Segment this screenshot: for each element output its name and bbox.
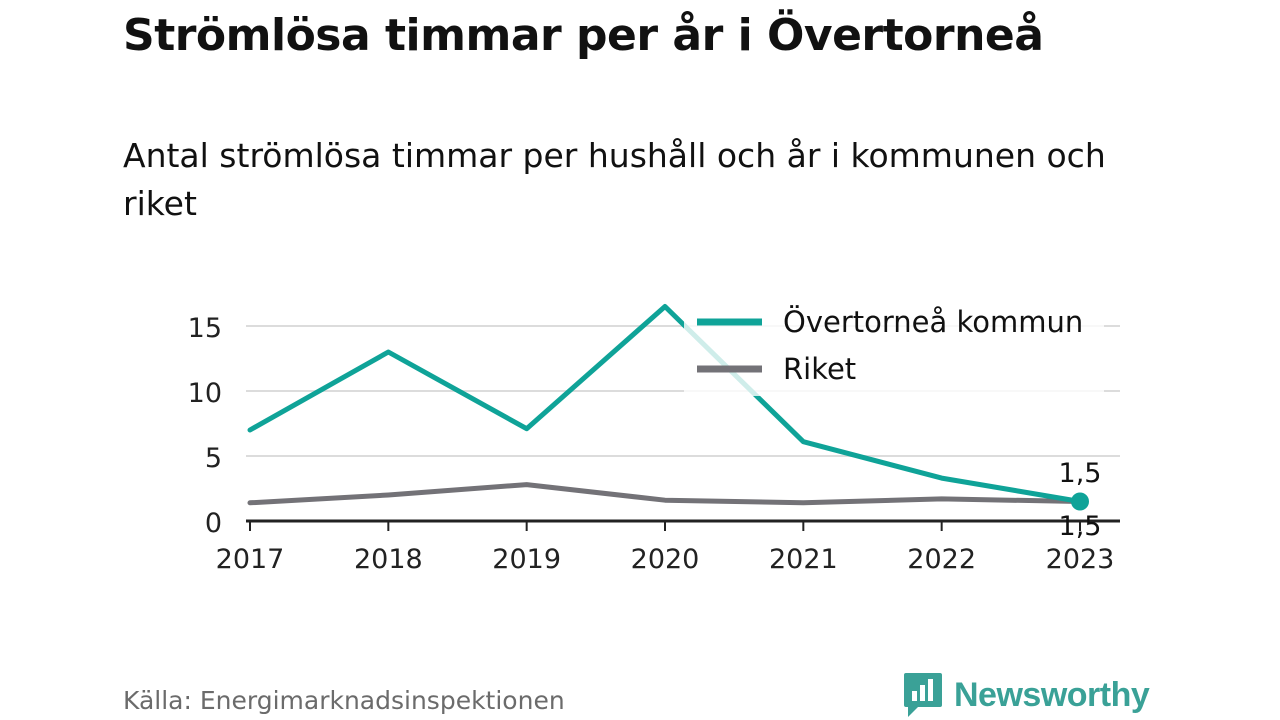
y-tick-label: 0 [205,508,222,539]
y-tick-label: 5 [205,443,222,474]
chart-bubble-icon [904,673,942,717]
end-label: 1,5 [1059,511,1102,542]
series-line [247,304,1083,504]
x-tick-label: 2021 [769,544,838,575]
y-tick-label: 10 [188,378,222,409]
y-axis-tick-labels: 0 5 10 15 [188,313,222,539]
x-tick-label: 2017 [216,544,285,575]
brand-name: Newsworthy [954,675,1150,714]
series-line [247,482,1083,506]
x-tick-label: 2018 [354,544,423,575]
y-tick-label: 15 [188,313,222,344]
chart-title: Strömlösa timmar per år i Övertorneå [123,10,1044,61]
end-label: 1,5 [1059,458,1102,489]
chart-subtitle: Antal strömlösa timmar per hushåll och å… [123,136,1106,223]
x-tick-label: 2022 [907,544,976,575]
legend-label: Riket [783,352,856,386]
legend-label: Övertorneå kommun [783,305,1083,339]
x-axis: 2017 2018 2019 2020 2021 2022 2023 [216,519,1120,575]
legend-background [684,296,1104,396]
x-tick-label: 2019 [492,544,561,575]
x-tick-label: 2020 [631,544,700,575]
x-tick-label: 2023 [1046,544,1115,575]
end-point [1071,492,1089,511]
brand-logo: Newsworthy [902,671,1150,719]
end-labels: 1,5 1,5 [1059,458,1102,542]
legend: Övertorneå kommun Riket [684,296,1104,396]
line-chart: 0 5 10 15 2017 2018 2019 2020 2021 2022 2023 Över… [187,296,1120,575]
series-lines [247,304,1089,511]
source-note: Källa: Energimarknadsinspektionen [123,686,565,715]
